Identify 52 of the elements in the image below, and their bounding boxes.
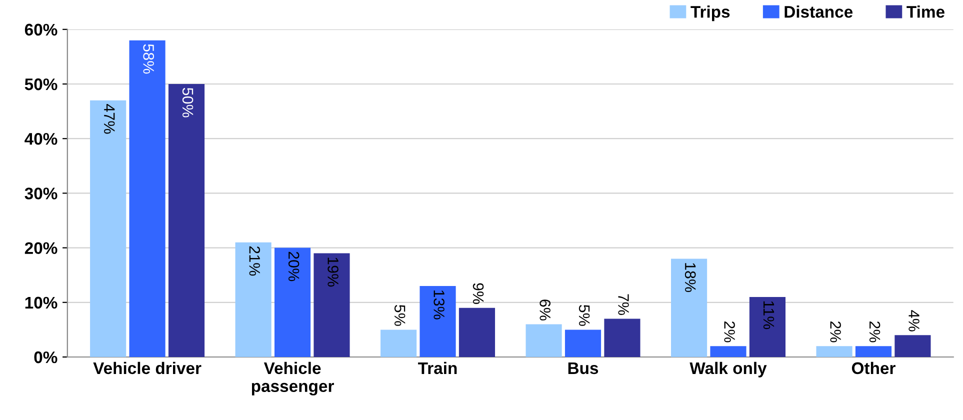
data-label: 18%	[684, 263, 696, 292]
data-label: 20%	[288, 252, 300, 282]
y-tick-label: 40%	[24, 133, 58, 145]
y-tick-label: 50%	[24, 78, 58, 90]
bar	[670, 258, 708, 357]
bar	[526, 324, 562, 357]
bar	[90, 100, 126, 357]
y-tick-label: 0%	[34, 351, 58, 364]
data-label: 58%	[143, 44, 154, 74]
bar	[235, 242, 272, 357]
data-label: 19%	[328, 258, 338, 287]
data-label: 4%	[908, 310, 920, 332]
bar	[314, 253, 350, 357]
data-label: 13%	[434, 290, 444, 320]
legend-label: Trips	[690, 6, 730, 22]
bar	[710, 346, 746, 357]
data-label: 2%	[869, 321, 880, 342]
x-tick-label: Vehicle driver	[93, 362, 202, 374]
bar	[564, 330, 602, 357]
bar	[855, 346, 892, 357]
bar	[380, 330, 417, 357]
x-tick-label: Bus	[568, 362, 598, 374]
bar	[458, 308, 496, 357]
x-tick-label: Walk only	[690, 362, 767, 378]
data-label: 7%	[618, 294, 629, 315]
y-tick-label: 20%	[24, 242, 58, 254]
y-tick-label: 10%	[25, 296, 58, 309]
legend-label: Distance	[784, 6, 853, 18]
data-label: 2%	[830, 321, 841, 342]
bar	[168, 84, 205, 357]
data-label: 5%	[394, 304, 406, 326]
bar	[749, 296, 786, 357]
bar	[894, 335, 931, 357]
data-label: 21%	[249, 246, 260, 276]
bar	[420, 286, 456, 357]
data-label: 47%	[104, 104, 115, 134]
data-label: 5%	[578, 304, 590, 326]
x-tick-label: Train	[418, 362, 457, 374]
y-tick-label: 60%	[24, 24, 58, 36]
bar	[274, 248, 311, 357]
bar	[129, 40, 166, 357]
x-tick-label: Vehicle passenger	[252, 362, 334, 396]
data-label: 6%	[540, 300, 551, 320]
data-label: 2%	[724, 321, 735, 342]
data-label: 11%	[763, 301, 774, 330]
data-label: 9%	[472, 283, 484, 304]
legend-label: Time	[906, 6, 944, 18]
data-label: 50%	[182, 88, 194, 118]
bar	[816, 346, 852, 357]
bar	[604, 318, 640, 357]
y-tick-label: 30%	[24, 188, 58, 200]
x-tick-label: Other	[852, 362, 896, 374]
